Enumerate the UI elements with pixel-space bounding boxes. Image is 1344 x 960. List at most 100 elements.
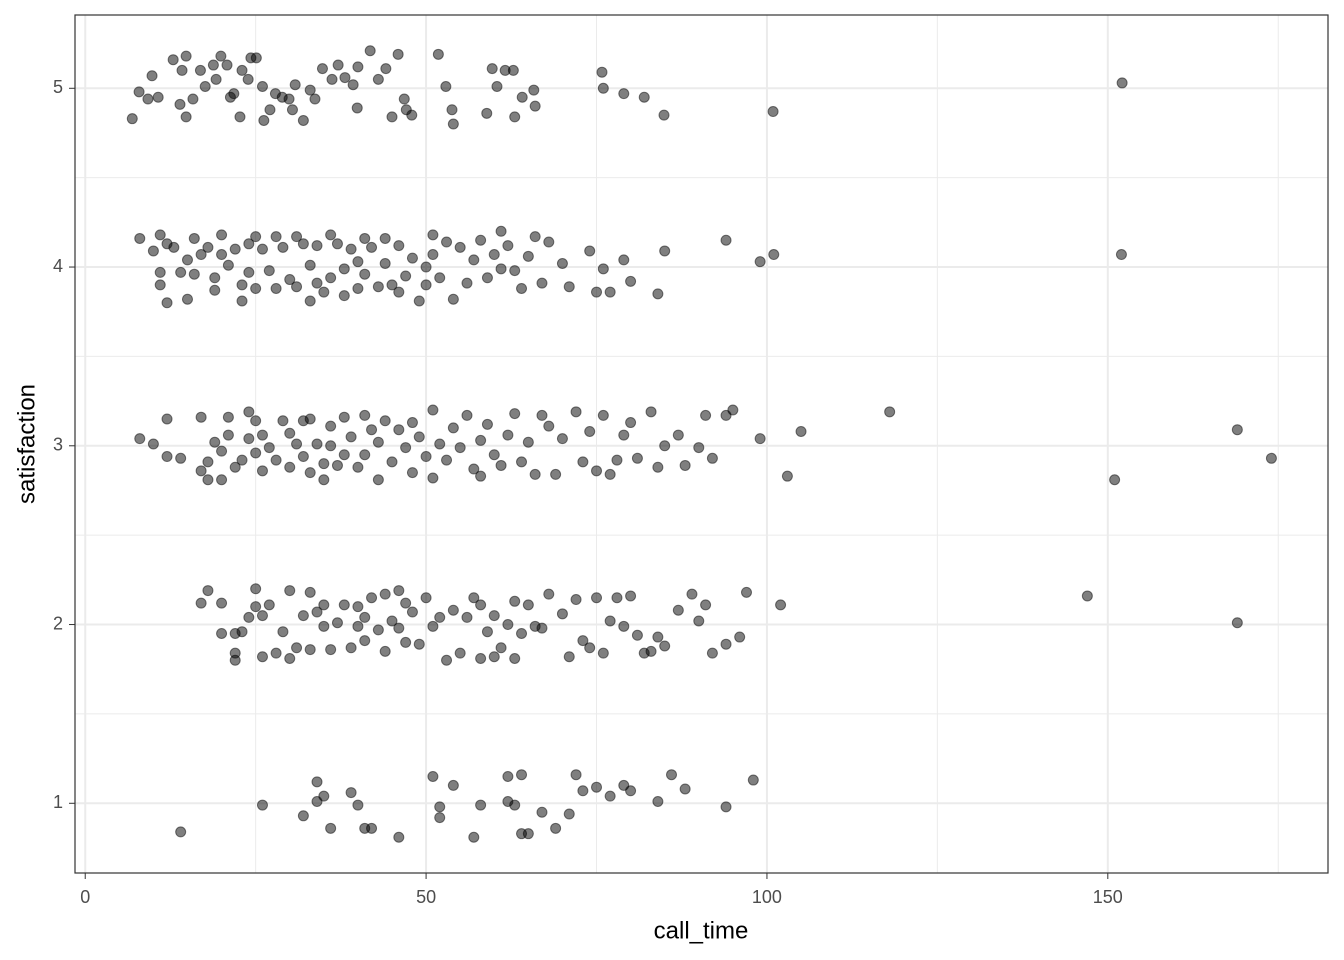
point bbox=[256, 81, 268, 92]
point bbox=[297, 114, 309, 126]
point bbox=[563, 808, 575, 820]
point bbox=[556, 608, 568, 620]
point bbox=[625, 590, 637, 602]
point bbox=[359, 409, 371, 421]
point bbox=[597, 263, 609, 275]
point bbox=[652, 288, 664, 300]
point bbox=[509, 265, 521, 277]
point bbox=[133, 86, 145, 98]
point bbox=[234, 111, 246, 123]
point bbox=[258, 114, 270, 126]
point bbox=[386, 615, 398, 627]
point bbox=[366, 424, 378, 436]
point bbox=[364, 45, 376, 57]
point bbox=[216, 474, 228, 486]
point bbox=[250, 52, 262, 64]
point bbox=[481, 626, 493, 638]
point bbox=[754, 433, 766, 445]
point bbox=[393, 585, 405, 597]
point bbox=[454, 241, 466, 253]
point bbox=[372, 624, 384, 636]
point bbox=[666, 769, 678, 781]
point bbox=[207, 59, 219, 71]
point bbox=[1115, 249, 1127, 261]
point bbox=[284, 585, 296, 597]
point bbox=[406, 606, 418, 618]
point bbox=[216, 249, 228, 261]
point bbox=[352, 461, 364, 473]
point bbox=[536, 409, 548, 421]
point bbox=[352, 282, 364, 294]
point bbox=[495, 459, 507, 471]
y-tick-label: 2 bbox=[53, 613, 63, 633]
point bbox=[318, 599, 330, 611]
point bbox=[734, 631, 746, 643]
point bbox=[693, 615, 705, 627]
point bbox=[454, 647, 466, 659]
point bbox=[366, 241, 378, 253]
point bbox=[400, 442, 412, 454]
point bbox=[345, 243, 357, 255]
point bbox=[393, 424, 405, 436]
point bbox=[495, 225, 507, 237]
point bbox=[720, 638, 732, 650]
point bbox=[229, 654, 241, 666]
point bbox=[1231, 617, 1243, 629]
point bbox=[228, 88, 240, 100]
point bbox=[570, 594, 582, 606]
point bbox=[509, 653, 521, 664]
point bbox=[174, 98, 186, 110]
point bbox=[618, 429, 630, 441]
point bbox=[134, 232, 146, 244]
point bbox=[229, 461, 241, 473]
point bbox=[502, 770, 514, 782]
point bbox=[495, 263, 507, 275]
point bbox=[283, 93, 295, 105]
point bbox=[366, 822, 378, 834]
point bbox=[222, 411, 234, 423]
point bbox=[516, 282, 528, 294]
point bbox=[352, 799, 364, 811]
point bbox=[202, 474, 214, 486]
point bbox=[393, 831, 405, 843]
point bbox=[700, 599, 712, 611]
point bbox=[516, 456, 528, 468]
point bbox=[491, 81, 503, 92]
point bbox=[243, 433, 255, 445]
point bbox=[195, 411, 207, 423]
point bbox=[475, 434, 487, 446]
point bbox=[304, 84, 316, 96]
point bbox=[243, 266, 255, 278]
plot-border bbox=[74, 14, 1329, 874]
point bbox=[372, 281, 384, 293]
point bbox=[495, 642, 507, 654]
point bbox=[481, 107, 493, 119]
point bbox=[475, 653, 487, 664]
point bbox=[352, 601, 364, 613]
point bbox=[195, 597, 207, 609]
point bbox=[154, 229, 166, 241]
point bbox=[516, 91, 528, 103]
point bbox=[434, 812, 446, 824]
point bbox=[441, 454, 453, 466]
point bbox=[316, 63, 328, 75]
point bbox=[679, 783, 691, 795]
point bbox=[326, 73, 338, 85]
point bbox=[345, 642, 357, 654]
point bbox=[325, 644, 337, 656]
point bbox=[645, 645, 657, 657]
point bbox=[427, 770, 439, 782]
point bbox=[209, 272, 221, 284]
point bbox=[325, 822, 337, 834]
point bbox=[488, 651, 500, 663]
point bbox=[475, 799, 487, 811]
point bbox=[509, 595, 521, 607]
point bbox=[318, 620, 330, 632]
point bbox=[468, 254, 480, 266]
point bbox=[286, 104, 298, 116]
point bbox=[516, 627, 528, 639]
point bbox=[420, 592, 432, 604]
point bbox=[386, 456, 398, 468]
point bbox=[236, 64, 248, 76]
point bbox=[550, 822, 562, 834]
